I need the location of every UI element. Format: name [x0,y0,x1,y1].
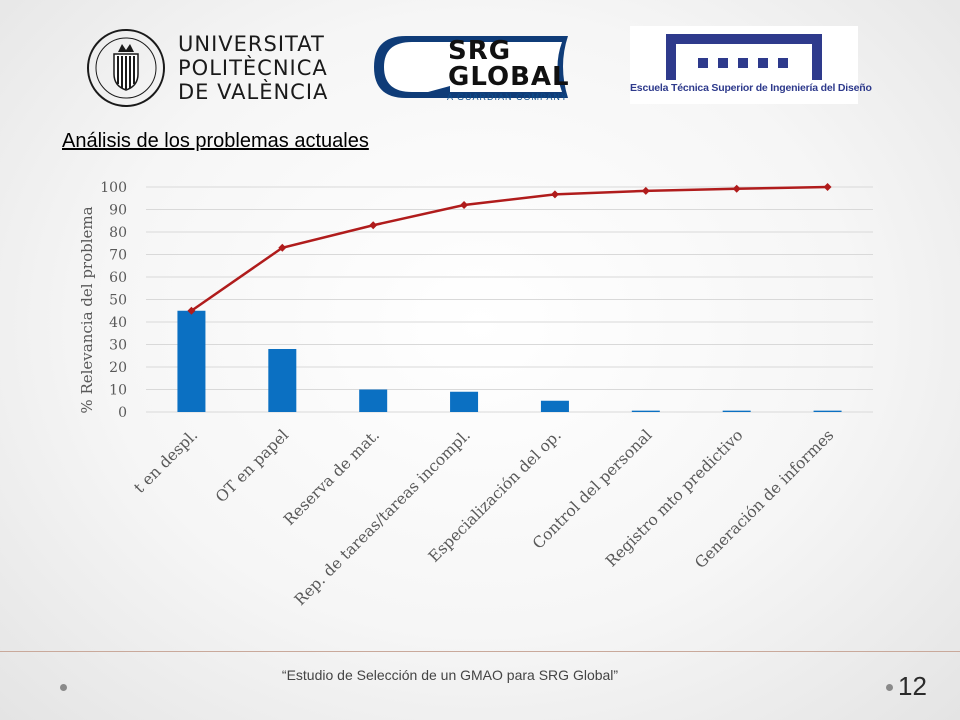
x-tick-label: t en despl. [130,426,201,497]
university-seal-icon [87,29,165,107]
line-point [369,221,378,230]
bar [450,391,479,412]
y-tick-label: 40 [109,315,127,331]
bar [177,310,206,412]
y-tick-label: 70 [109,248,127,264]
srg-tagline: A GUARDIAN COMPANY [447,92,568,102]
line-point [641,186,650,195]
bar [722,410,751,412]
slide-title: Análisis de los problemas actuales [62,130,369,152]
footer-caption: “Estudio de Selección de un GMAO para SR… [281,667,619,683]
etsid-name: Escuela Técnica Superior de Ingeniería d… [630,82,872,94]
etsid-logo: Escuela Técnica Superior de Ingeniería d… [630,26,872,104]
y-tick-label: 90 [109,203,127,219]
line-point [460,201,469,209]
line-point [732,184,741,193]
y-axis-label: % Relevancia del problema [78,206,96,413]
building-icon [666,34,822,80]
x-tick-label: Rep. de tareas/tareas incompl. [291,426,474,609]
upv-name-line3: DE VALÈNCIA [178,80,329,104]
y-tick-label: 60 [109,270,127,286]
cumulative-line-series [187,183,832,315]
bar [813,410,842,412]
srg-wordmark-line2: GLOBAL [448,62,570,92]
footer-divider [0,651,960,652]
bar-series [177,310,842,412]
srg-badge-icon [374,36,568,98]
bar [359,389,388,412]
line-point [278,243,287,252]
upv-name-line1: UNIVERSITAT [178,32,325,56]
srg-global-logo: SRG GLOBAL A GUARDIAN COMPANY [372,30,582,104]
line-point [823,183,832,191]
y-tick-label: 0 [118,405,127,421]
gridlines [146,186,873,413]
bar [631,410,660,412]
upv-name-line2: POLITÈCNICA [178,56,328,80]
footer-dot-left [60,684,67,691]
upv-logo: UNIVERSITAT POLITÈCNICA DE VALÈNCIA [86,26,336,108]
y-tick-label: 10 [109,383,127,399]
bar [540,400,569,412]
cumulative-line [190,185,828,312]
y-tick-label: 100 [100,180,127,196]
y-tick-label: 20 [109,360,127,376]
bar [268,349,297,412]
pareto-chart: 0 10 20 30 40 50 60 70 80 90 100 t en despl. OT en … [78,180,873,609]
x-tick-label: Reserva de mat. [280,426,383,529]
y-axis-tick-labels: 0 10 20 30 40 50 60 70 80 90 100 [100,180,127,421]
y-tick-label: 50 [109,293,127,309]
line-point [187,306,196,315]
srg-wordmark-line1: SRG [448,36,512,66]
line-point [550,190,559,199]
x-tick-label: OT en papel [212,426,292,506]
y-tick-label: 80 [109,225,127,241]
page-number: 12 [898,671,927,701]
y-tick-label: 30 [109,338,127,354]
footer-dot-right [886,684,893,691]
